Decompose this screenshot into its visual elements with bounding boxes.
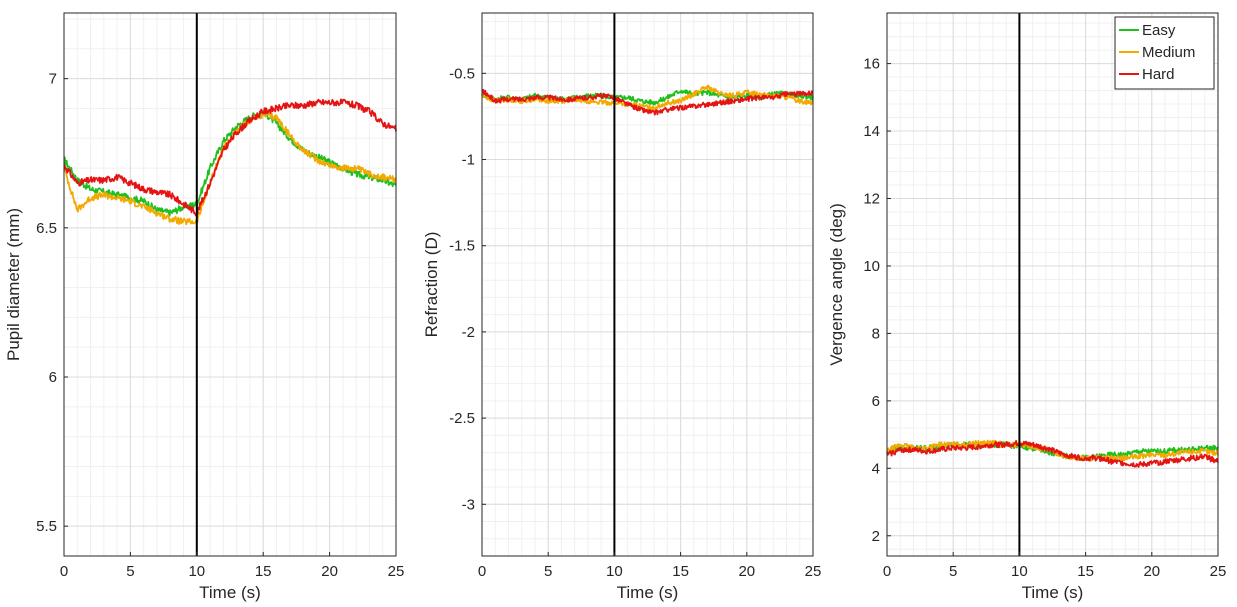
vergence-angle-panel: 0 5 10 15 20 25 2 4 6 8 10 12 14 16 Time (s) Vergence a… [827,12,1227,602]
pupil-y-tick-label: 7 [49,71,57,88]
vergence-x-tick-label: 5 [949,563,957,580]
refraction-x-tick-label: 10 [606,563,623,580]
pupil-x-tick-label: 0 [60,563,68,580]
refraction-x-tick-label: 15 [672,563,689,580]
vergence-y-axis-label: Vergence angle (deg) [827,203,846,366]
vergence-y-tick-label: 2 [872,528,880,545]
pupil-x-axis-label: Time (s) [199,583,261,602]
pupil-diameter-panel: 0 5 10 15 20 25 5.5 6 6.5 7 Time (s) Pupil diameter… [4,12,405,602]
refraction-x-tick-label: 0 [478,563,486,580]
vergence-x-axis-label: Time (s) [1022,583,1084,602]
pupil-x-tick-label: 15 [255,563,272,580]
vergence-x-tick-label: 15 [1077,563,1094,580]
legend-label-easy: Easy [1142,22,1176,39]
refraction-x-axis-label: Time (s) [617,583,679,602]
vergence-y-tick-label: 8 [872,325,880,342]
vergence-y-tick-label: 6 [872,393,880,410]
refraction-x-tick-label: 20 [738,563,755,580]
vergence-y-tick-label: 14 [863,123,880,140]
pupil-y-tick-label: 6.5 [36,220,57,237]
pupil-x-tick-label: 20 [321,563,338,580]
pupil-x-tick-label: 25 [388,563,405,580]
refraction-y-tick-label: -2 [462,324,475,341]
pupil-y-tick-label: 6 [49,369,57,386]
refraction-x-tick-label: 5 [544,563,552,580]
refraction-series-medium-line [481,84,814,111]
vergence-x-tick-label: 10 [1011,563,1028,580]
pupil-y-tick-label: 5.5 [36,518,57,535]
pupil-x-tick-label: 5 [126,563,134,580]
vergence-plot-area [887,13,1218,556]
pupil-y-axis-label: Pupil diameter (mm) [4,208,23,361]
refraction-y-tick-label: -1.5 [449,238,475,255]
refraction-y-tick-label: -2.5 [449,410,475,427]
pupil-plot-area [64,13,396,556]
vergence-y-tick-label: 12 [863,190,880,207]
vergence-y-tick-label: 4 [872,460,880,477]
pupil-series-hard-line [63,98,397,217]
pupil-axes-box [63,12,397,557]
vergence-y-tick-label: 10 [863,258,880,275]
vergence-x-tick-label: 25 [1210,563,1227,580]
vergence-series-hard-line [886,440,1219,468]
refraction-y-tick-label: -3 [462,496,475,513]
pupil-x-tick-label: 10 [188,563,205,580]
vergence-axes-box [886,12,1219,557]
refraction-panel: 0 5 10 15 20 25 -3 -2.5 -2 -1.5 -1 -0.5 Time (s) Refr… [422,12,822,602]
legend-label-medium: Medium [1142,44,1195,61]
legend: Easy Medium Hard [1114,16,1215,90]
refraction-y-tick-label: -0.5 [449,65,475,82]
refraction-y-tick-label: -1 [462,152,475,169]
vergence-y-tick-label: 16 [863,56,880,73]
refraction-axes-box [481,12,814,557]
legend-label-hard: Hard [1142,66,1175,83]
refraction-series-hard-line [481,88,814,116]
vergence-x-tick-label: 20 [1143,563,1160,580]
refraction-x-tick-label: 25 [805,563,822,580]
refraction-y-axis-label: Refraction (D) [422,232,441,338]
vergence-x-tick-label: 0 [883,563,891,580]
